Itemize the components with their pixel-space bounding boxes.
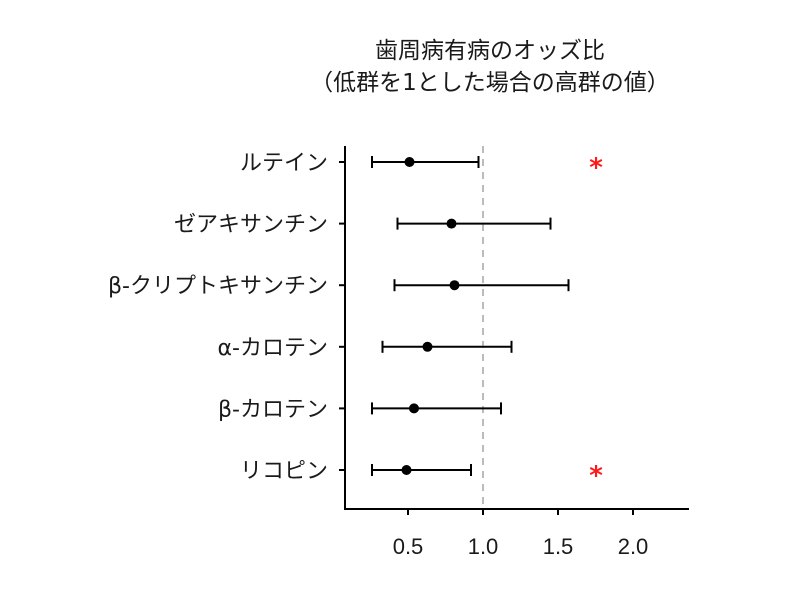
odds-ratio-point xyxy=(404,157,415,167)
x-tick-label: 2.0 xyxy=(618,534,649,559)
odds-ratio-point xyxy=(401,465,412,475)
odds-ratio-point xyxy=(449,280,460,291)
y-tick-label: α-カロテン xyxy=(218,336,328,361)
x-tick-label: 0.5 xyxy=(393,534,424,559)
chart-subtitle: （低群を1とした場合の高群の値） xyxy=(310,70,670,96)
odds-ratio-point xyxy=(446,218,457,229)
odds-ratio-point xyxy=(422,341,433,352)
odds-ratio-point xyxy=(409,403,419,414)
chart-title: 歯周病有病のオッズ比 xyxy=(375,38,605,64)
y-tick-label: β-クリプトキサンチン xyxy=(108,274,328,299)
y-tick-label: β-カロテン xyxy=(218,397,328,422)
x-tick-label: 1.5 xyxy=(543,534,574,559)
y-tick-label: ゼアキサンチン xyxy=(174,213,328,238)
y-tick-label: リコピン xyxy=(240,459,328,484)
significance-asterisk: * xyxy=(589,153,603,183)
x-tick-label: 1.0 xyxy=(468,534,499,559)
y-tick-label: ルテイン xyxy=(240,151,328,176)
significance-asterisk: * xyxy=(589,461,603,491)
